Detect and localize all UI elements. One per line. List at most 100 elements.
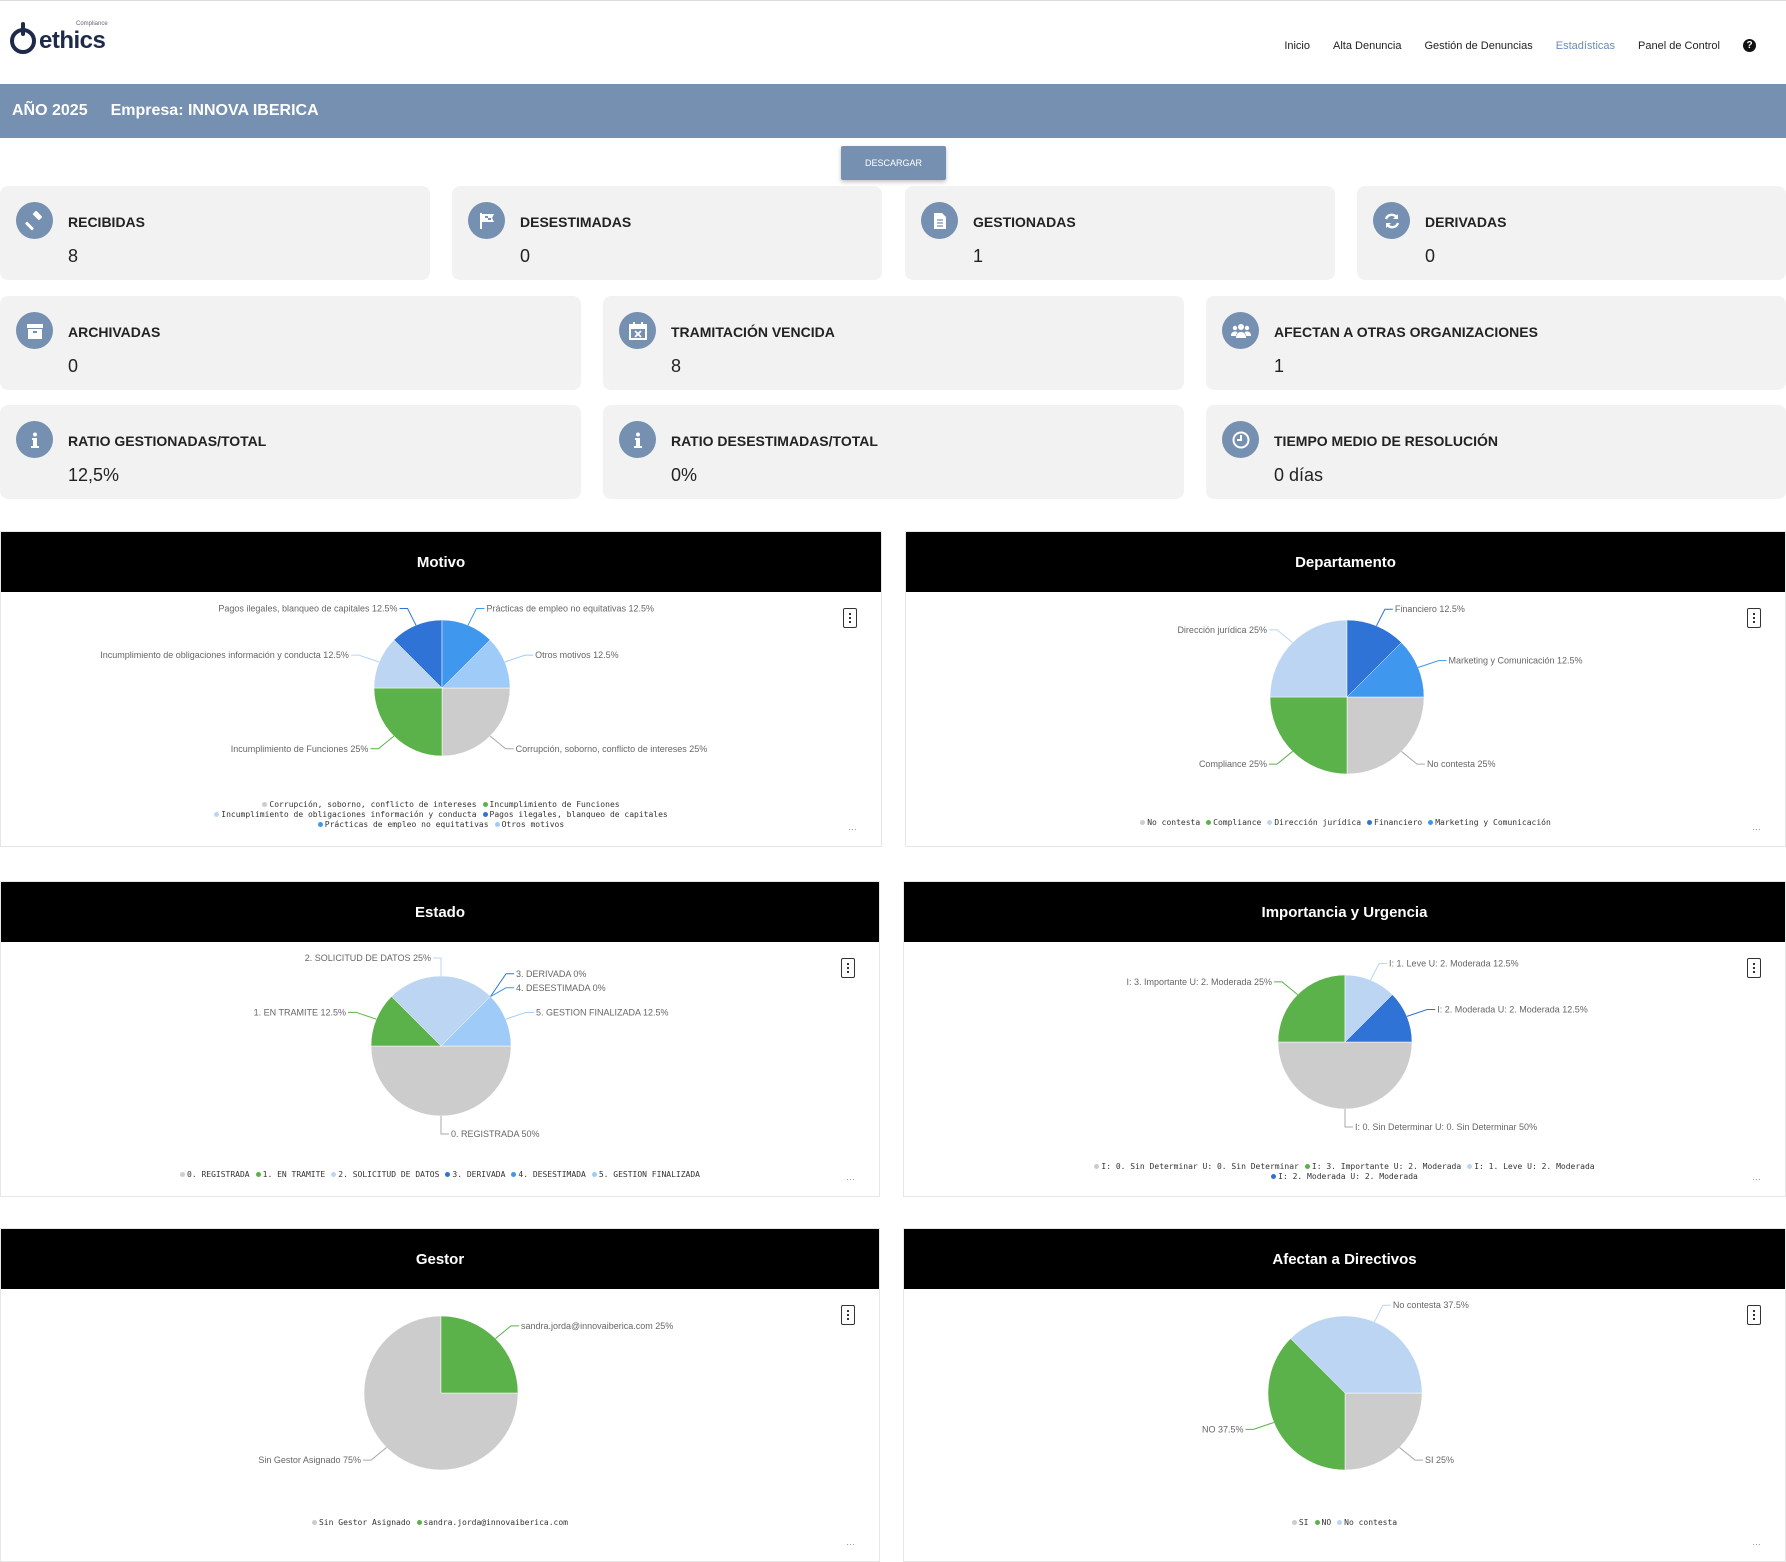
stat-value: 1 [1274,356,1285,376]
legend-item[interactable]: 3. DERIVADA [445,1170,505,1179]
nav-inicio[interactable]: Inicio [1284,39,1310,52]
chart-legend: No contesta Compliance Dirección jurídica F… [906,818,1785,828]
legend-item[interactable]: I: 0. Sin Determinar U: 0. Sin Determina… [1094,1162,1299,1171]
slice-label: 2. SOLICITUD DE DATOS 25% [305,953,431,963]
legend-item[interactable]: 1. EN TRAMITE [255,1170,325,1179]
legend-item[interactable]: I: 2. Moderada U: 2. Moderada [1271,1172,1418,1181]
slice-connector [1274,981,1298,996]
stat-card-desestimadas: DESESTIMADAS 0 [452,186,882,280]
pie-slice[interactable] [1344,994,1413,1043]
ethics-logo[interactable]: ethics Compliance [10,21,108,55]
pie-slice[interactable] [441,687,511,757]
stat-card-gestionadas: GESTIONADAS 1 [905,186,1335,280]
pie-slice[interactable] [1346,642,1425,698]
slice-connector [467,608,485,626]
legend-item[interactable]: sandra.jorda@innovaiberica.com [416,1518,568,1527]
legend-item[interactable]: Dirección jurídica [1267,818,1361,827]
nav-gestion-denuncias[interactable]: Gestión de Denuncias [1424,39,1533,52]
legend-marker-icon [180,1172,185,1177]
pie-slice[interactable] [441,639,511,689]
legend-item[interactable]: Prácticas de empleo no equitativas [317,820,489,829]
pie-slice[interactable] [1267,1338,1346,1471]
clock-icon [1222,421,1259,458]
legend-item[interactable]: 4. DESESTIMADA [511,1170,586,1179]
slice-connector [370,735,395,750]
pie-slice[interactable] [1346,696,1425,775]
chart-panel-importancia-urgencia: Importancia y Urgencia I: 0. Sin Determi… [903,881,1786,1197]
pie-slice[interactable] [1344,1392,1423,1471]
chart-menu-button[interactable] [841,958,855,978]
pie-slice[interactable] [373,687,443,757]
legend-item[interactable]: Incumplimiento de Funciones [482,800,620,809]
legend-row: I: 0. Sin Determinar U: 0. Sin Determina… [904,1162,1785,1172]
pie-slice[interactable] [1269,696,1348,775]
legend-item[interactable]: No contesta [1140,818,1200,827]
legend-marker-icon [1304,1164,1310,1169]
slice-label: NO 37.5% [1202,1424,1244,1434]
slice-connector [490,973,515,997]
legend-item[interactable]: 5. GESTION FINALIZADA [591,1170,700,1179]
legend-item[interactable]: Financiero [1367,818,1422,827]
legend-item[interactable]: Sin Gestor Asignado [311,1518,411,1527]
legend-marker-icon [591,1172,597,1177]
pie-slice[interactable] [1269,619,1348,698]
legend-marker-icon [1314,1520,1320,1525]
company-label: Empresa: INNOVA IBERICA [110,102,319,119]
download-button[interactable]: DESCARGAR [841,146,946,180]
help-icon[interactable]: ? [1743,39,1756,52]
slice-connector [399,608,417,626]
slice-connector [440,1116,449,1135]
info-icon [16,421,53,458]
stat-value: 0 días [1274,465,1324,485]
chart-menu-button[interactable] [843,608,857,628]
legend-item[interactable]: Marketing y Comunicación [1428,818,1551,827]
chart-menu-button[interactable] [1747,958,1761,978]
nav-estadisticas[interactable]: Estadísticas [1555,39,1616,52]
slice-label: Marketing y Comunicación 12.5% [1448,656,1582,666]
pie-slice[interactable] [1290,1315,1423,1394]
pie-slice[interactable] [1346,619,1402,698]
pie-slice[interactable] [440,1315,519,1394]
legend-item[interactable]: Incumplimiento de obligaciones informaci… [214,810,477,819]
chart-title: Importancia y Urgencia [904,882,1785,942]
legend-item[interactable]: 2. SOLICITUD DE DATOS [331,1170,439,1179]
slice-label: 3. DERIVADA 0% [516,969,586,979]
chart-menu-button[interactable] [1747,1305,1761,1325]
legend-marker-icon [482,802,488,807]
pie-slice[interactable] [1277,974,1346,1043]
legend-item[interactable]: NO [1314,1518,1332,1527]
legend-label: NO [1321,1518,1332,1527]
legend-item[interactable]: No contesta [1337,1518,1397,1527]
pie-slice[interactable] [370,1045,512,1117]
legend-item[interactable]: I: 3. Importante U: 2. Moderada [1304,1162,1461,1171]
stat-card-recibidas: RECIBIDAS 8 [0,186,430,280]
legend-item[interactable]: I: 1. Leve U: 2. Moderada [1467,1162,1595,1171]
slice-label: Dirección jurídica 25% [1177,625,1267,635]
legend-label: 2. SOLICITUD DE DATOS [338,1170,440,1179]
nav-panel-control[interactable]: Panel de Control [1638,39,1720,52]
pie-slice[interactable] [1277,1041,1413,1110]
chart-title: Estado [1,882,879,942]
chart-menu-button[interactable] [841,1305,855,1325]
legend-item[interactable]: SI [1291,1518,1309,1527]
legend-item[interactable]: 0. REGISTRADA [180,1170,250,1179]
slice-label: 0. REGISTRADA 50% [451,1129,540,1139]
legend-row: Sin Gestor Asignado sandra.jorda@innovaib… [1,1518,879,1528]
pie-slice[interactable] [391,975,491,1047]
chart-more-indicator: … [1752,822,1761,832]
chart-panel-afectan-directivos: Afectan a Directivos SI 25% NO 37.5% No co… [903,1228,1786,1562]
legend-marker-icon [262,802,268,807]
chart-menu-button[interactable] [1747,608,1761,628]
legend-row: 0. REGISTRADA 1. EN TRAMITE 2. SOLICITUD D… [1,1170,879,1180]
legend-marker-icon [1267,820,1273,825]
legend-item[interactable]: Pagos ilegales, blanqueo de capitales [482,810,668,819]
legend-item[interactable]: Compliance [1206,818,1261,827]
legend-marker-icon [511,1172,517,1177]
legend-item[interactable]: Otros motivos [494,820,564,829]
legend-marker-icon [255,1172,261,1177]
nav-alta-denuncia[interactable]: Alta Denuncia [1333,39,1402,52]
legend-item[interactable]: Corrupción, soborno, conflicto de intere… [262,800,477,809]
slice-label: Corrupción, soborno, conflicto de intere… [516,744,708,754]
chart-legend: Sin Gestor Asignado sandra.jorda@innovaib… [1,1518,879,1528]
year-company-banner: AÑO 2025 Empresa: INNOVA IBERICA [0,84,1786,138]
